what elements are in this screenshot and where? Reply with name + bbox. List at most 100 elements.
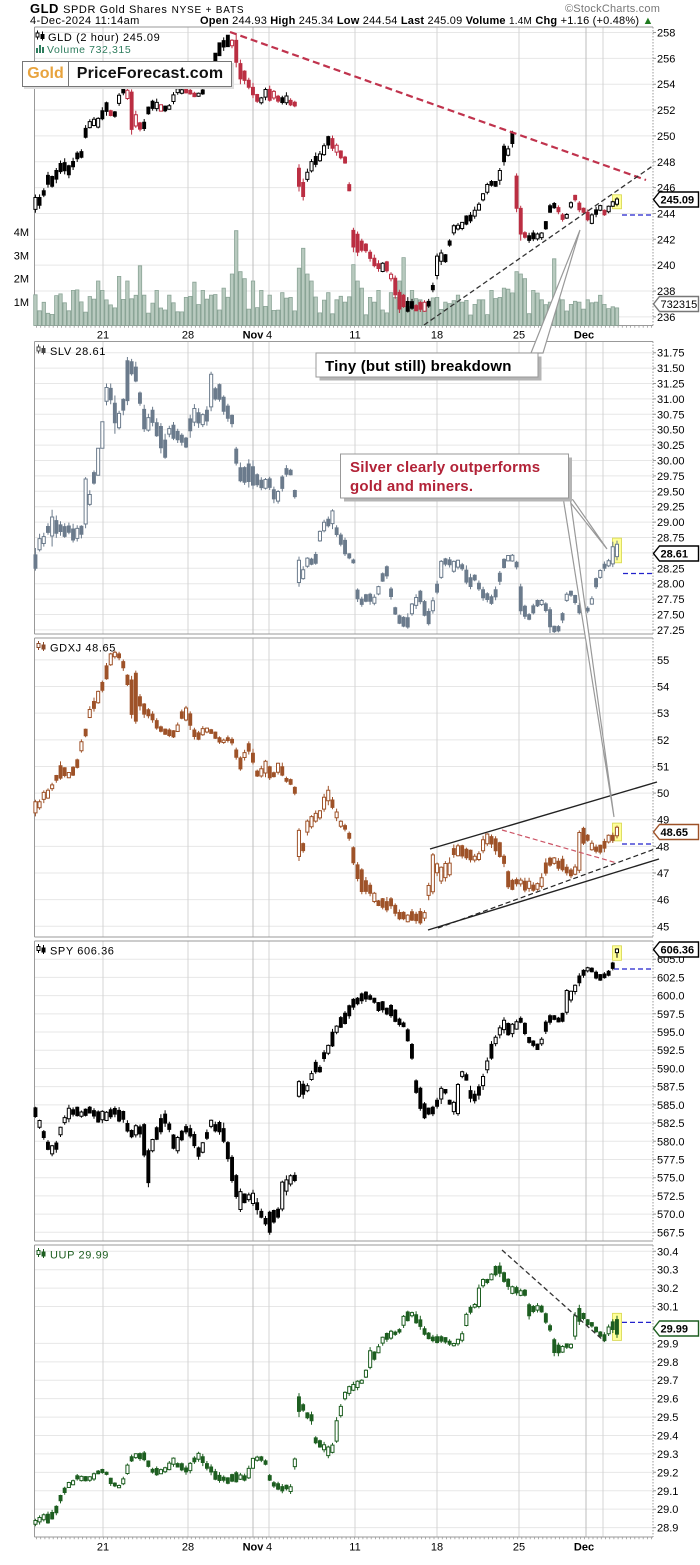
svg-text:30.1: 30.1 — [657, 1302, 678, 1314]
svg-text:29.50: 29.50 — [657, 486, 685, 498]
svg-text:45: 45 — [657, 921, 669, 933]
svg-text:595.0: 595.0 — [657, 1027, 685, 1039]
svg-text:580.0: 580.0 — [657, 1136, 685, 1148]
svg-text:256: 256 — [657, 53, 675, 65]
svg-text:602.5: 602.5 — [657, 972, 685, 984]
svg-text:592.5: 592.5 — [657, 1045, 685, 1057]
svg-text:27.25: 27.25 — [657, 625, 685, 637]
svg-text:29.99: 29.99 — [661, 1324, 689, 1336]
svg-text:30.75: 30.75 — [657, 409, 685, 421]
svg-text:4: 4 — [266, 330, 272, 342]
svg-text:UUP 29.99: UUP 29.99 — [50, 1250, 109, 1262]
svg-text:4: 4 — [266, 1542, 272, 1554]
svg-text:30.4: 30.4 — [657, 1246, 678, 1258]
svg-text:582.5: 582.5 — [657, 1118, 685, 1130]
svg-text:732315: 732315 — [661, 299, 698, 311]
svg-text:258: 258 — [657, 28, 675, 40]
svg-text:11: 11 — [349, 1542, 360, 1554]
svg-text:577.5: 577.5 — [657, 1155, 685, 1167]
svg-text:25: 25 — [513, 330, 525, 342]
svg-text:29.2: 29.2 — [657, 1467, 678, 1479]
svg-text:52: 52 — [657, 735, 669, 747]
svg-text:244: 244 — [657, 209, 675, 221]
svg-text:30.50: 30.50 — [657, 425, 685, 437]
svg-text:567.5: 567.5 — [657, 1227, 685, 1239]
svg-text:Tiny (but still) breakdown: Tiny (but still) breakdown — [325, 358, 512, 375]
svg-text:250: 250 — [657, 131, 675, 143]
svg-text:53: 53 — [657, 708, 669, 720]
svg-text:46: 46 — [657, 895, 669, 907]
svg-text:21: 21 — [97, 330, 109, 342]
svg-text:240: 240 — [657, 260, 675, 272]
svg-text:248: 248 — [657, 157, 675, 169]
svg-text:25: 25 — [513, 1542, 525, 1554]
svg-text:28: 28 — [182, 1542, 194, 1554]
svg-text:29.7: 29.7 — [657, 1375, 678, 1387]
svg-text:572.5: 572.5 — [657, 1191, 685, 1203]
svg-text:31.00: 31.00 — [657, 394, 685, 406]
svg-text:51: 51 — [657, 762, 669, 774]
svg-text:55: 55 — [657, 655, 669, 667]
svg-text:21: 21 — [97, 1542, 109, 1554]
svg-text:54: 54 — [657, 682, 669, 694]
svg-text:Nov: Nov — [243, 1542, 265, 1554]
svg-text:29.00: 29.00 — [657, 517, 685, 529]
svg-text:28.75: 28.75 — [657, 533, 685, 545]
svg-text:Dec: Dec — [574, 330, 594, 342]
svg-text:236: 236 — [657, 312, 675, 324]
svg-text:Silver clearly outperforms: Silver clearly outperforms — [350, 459, 540, 476]
svg-text:1M: 1M — [14, 297, 29, 309]
svg-text:18: 18 — [431, 330, 443, 342]
svg-text:28.25: 28.25 — [657, 563, 685, 575]
svg-text:4M: 4M — [14, 227, 29, 239]
svg-text:SPY 606.36: SPY 606.36 — [50, 946, 115, 958]
svg-text:28.61: 28.61 — [661, 549, 689, 561]
svg-text:29.4: 29.4 — [657, 1431, 678, 1443]
svg-text:Nov: Nov — [243, 330, 265, 342]
svg-text:29.8: 29.8 — [657, 1357, 678, 1369]
svg-text:2M: 2M — [14, 274, 29, 286]
svg-text:48.65: 48.65 — [661, 827, 689, 839]
svg-text:29.3: 29.3 — [657, 1449, 678, 1461]
svg-text:GDXJ 48.65: GDXJ 48.65 — [50, 643, 116, 655]
svg-text:29.6: 29.6 — [657, 1394, 678, 1406]
svg-text:29.1: 29.1 — [657, 1486, 678, 1498]
svg-text:31.75: 31.75 — [657, 348, 685, 360]
svg-text:29.25: 29.25 — [657, 502, 685, 514]
svg-text:31.50: 31.50 — [657, 363, 685, 375]
svg-text:29.75: 29.75 — [657, 471, 685, 483]
svg-text:28.9: 28.9 — [657, 1523, 678, 1535]
svg-text:600.0: 600.0 — [657, 991, 685, 1003]
svg-text:11: 11 — [349, 330, 360, 342]
svg-text:252: 252 — [657, 105, 675, 117]
svg-text:31.25: 31.25 — [657, 379, 685, 391]
svg-text:29.5: 29.5 — [657, 1412, 678, 1424]
svg-text:585.0: 585.0 — [657, 1100, 685, 1112]
svg-text:575.0: 575.0 — [657, 1173, 685, 1185]
svg-text:245.09: 245.09 — [661, 195, 695, 207]
svg-text:242: 242 — [657, 234, 675, 246]
svg-text:29.0: 29.0 — [657, 1504, 678, 1516]
svg-text:27.75: 27.75 — [657, 594, 685, 606]
svg-text:587.5: 587.5 — [657, 1082, 685, 1094]
svg-text:27.50: 27.50 — [657, 610, 685, 622]
svg-text:28: 28 — [182, 330, 194, 342]
svg-text:47: 47 — [657, 868, 669, 880]
svg-text:254: 254 — [657, 79, 675, 91]
svg-text:597.5: 597.5 — [657, 1009, 685, 1021]
svg-text:606.36: 606.36 — [661, 945, 695, 957]
svg-text:SLV 28.61: SLV 28.61 — [50, 346, 106, 358]
svg-text:28.00: 28.00 — [657, 579, 685, 591]
svg-text:29.9: 29.9 — [657, 1338, 678, 1350]
svg-text:Dec: Dec — [574, 1542, 594, 1554]
svg-text:gold and miners.: gold and miners. — [350, 478, 473, 495]
svg-text:30.3: 30.3 — [657, 1265, 678, 1277]
svg-text:590.0: 590.0 — [657, 1063, 685, 1075]
svg-text:49: 49 — [657, 815, 669, 827]
svg-text:30.2: 30.2 — [657, 1283, 678, 1295]
svg-text:570.0: 570.0 — [657, 1209, 685, 1221]
svg-text:3M: 3M — [14, 250, 29, 262]
svg-text:50: 50 — [657, 788, 669, 800]
svg-text:48: 48 — [657, 841, 669, 853]
svg-text:30.00: 30.00 — [657, 456, 685, 468]
